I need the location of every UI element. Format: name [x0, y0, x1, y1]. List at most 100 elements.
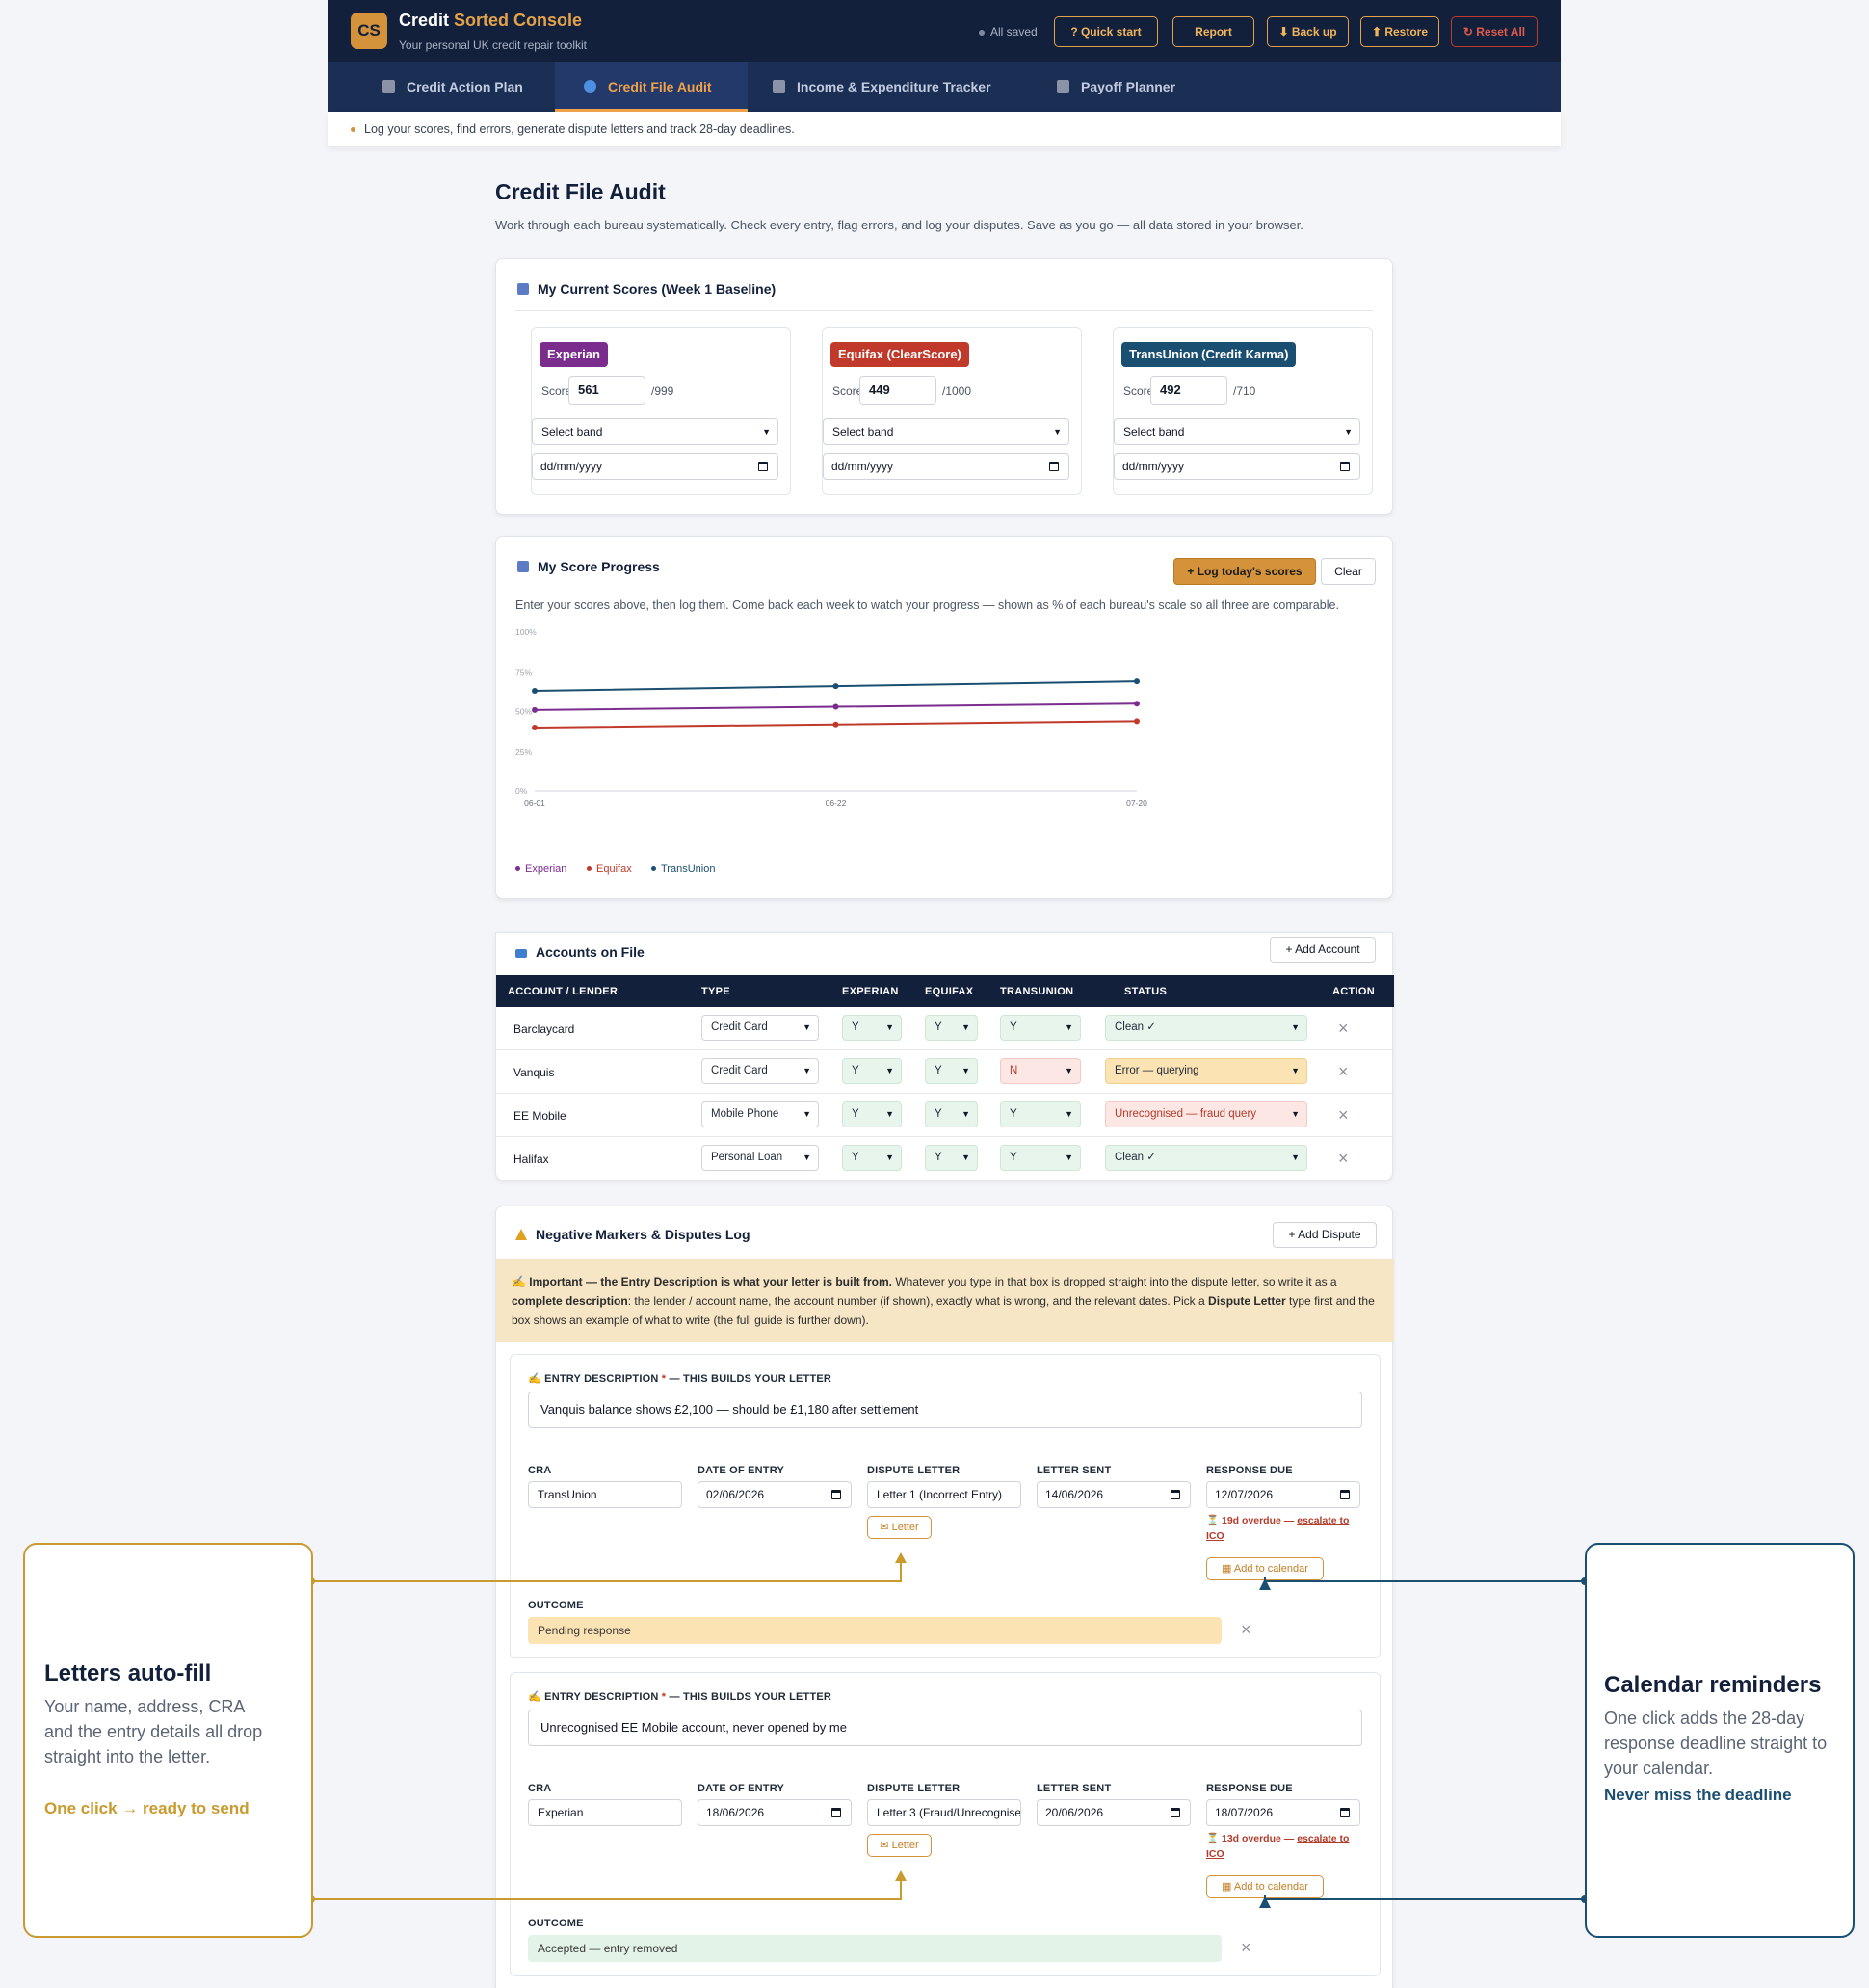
clear-chart-button[interactable]: Clear: [1321, 558, 1376, 585]
score-date-field[interactable]: dd/mm/yyyy: [1114, 453, 1360, 480]
entry-desc-label: ✍ ENTRY DESCRIPTION * — THIS BUILDS YOUR…: [528, 1372, 831, 1385]
letter-button[interactable]: ✉ Letter: [867, 1516, 932, 1539]
delete-entry-icon[interactable]: ×: [1241, 1620, 1251, 1639]
status-select[interactable]: Error — querying ▼: [1105, 1058, 1307, 1084]
type-select[interactable]: Personal Loan ▼: [701, 1145, 819, 1171]
transunion-select[interactable]: Y ▼: [1000, 1101, 1081, 1127]
score-date-field[interactable]: dd/mm/yyyy: [823, 453, 1069, 480]
equifax-select[interactable]: Y ▼: [925, 1015, 978, 1041]
band-select[interactable]: Select band ▼: [532, 418, 778, 445]
bureau-badge: Equifax (ClearScore): [830, 342, 969, 367]
date-entry-field[interactable]: 18/06/2026: [698, 1799, 852, 1826]
tab-label: Credit Action Plan: [407, 79, 523, 94]
score-input[interactable]: 449: [859, 376, 936, 405]
delete-row-icon[interactable]: ×: [1338, 1105, 1349, 1125]
main-tabs: Credit Action Plan Credit File Audit Inc…: [328, 62, 1561, 112]
tab-payoff-planner[interactable]: Payoff Planner: [1057, 62, 1201, 112]
scores-title: My Current Scores (Week 1 Baseline): [517, 281, 776, 297]
col-header: EXPERIAN: [842, 986, 899, 997]
type-value: Mobile Phone: [711, 1108, 779, 1120]
equifax-value: Y: [934, 1065, 942, 1076]
transunion-value: Y: [1010, 1108, 1017, 1120]
experian-value: Y: [852, 1065, 859, 1076]
delete-row-icon[interactable]: ×: [1338, 1062, 1349, 1081]
letter-sent-field[interactable]: 14/06/2026: [1037, 1481, 1191, 1508]
experian-select[interactable]: Y ▼: [842, 1101, 902, 1127]
quick-start-button[interactable]: ? Quick start: [1054, 16, 1158, 47]
equifax-select[interactable]: Y ▼: [925, 1101, 978, 1127]
score-label: Score:: [1123, 384, 1157, 398]
dispute-letter-label: DISPUTE LETTER: [867, 1783, 961, 1794]
score-input[interactable]: 492: [1150, 376, 1227, 405]
col-header: STATUS: [1124, 986, 1168, 997]
status-select[interactable]: Clean ✓ ▼: [1105, 1145, 1307, 1171]
experian-select[interactable]: Y ▼: [842, 1015, 902, 1041]
disputes-card: Negative Markers & Disputes Log + Add Di…: [495, 1206, 1394, 1988]
equifax-select[interactable]: Y ▼: [925, 1145, 978, 1171]
callout-tagline: One click → ready to send: [44, 1799, 250, 1817]
accounts-table-header: ACCOUNT / LENDER TYPE EXPERIAN EQUIFAX T…: [496, 975, 1394, 1007]
band-select[interactable]: Select band ▼: [823, 418, 1069, 445]
letter-button[interactable]: ✉ Letter: [867, 1834, 932, 1857]
credit-card-icon: [515, 949, 527, 958]
dispute-letter-select[interactable]: Letter 1 (Incorrect Entry): [867, 1481, 1021, 1508]
transunion-select[interactable]: N ▼: [1000, 1058, 1081, 1084]
bureau-badge: Experian: [540, 342, 608, 367]
transunion-select[interactable]: Y ▼: [1000, 1145, 1081, 1171]
transunion-select[interactable]: Y ▼: [1000, 1015, 1081, 1041]
callout-body: Your name, address, CRA and the entry de…: [44, 1697, 263, 1766]
response-due-label: RESPONSE DUE: [1206, 1465, 1293, 1476]
escalate-link[interactable]: escalate to ICO: [1206, 1515, 1350, 1542]
add-account-button[interactable]: + Add Account: [1270, 937, 1376, 963]
cra-input[interactable]: TransUnion: [528, 1481, 682, 1508]
cra-input[interactable]: Experian: [528, 1799, 682, 1826]
score-date-field[interactable]: dd/mm/yyyy: [532, 453, 778, 480]
response-due-field[interactable]: 12/07/2026: [1206, 1481, 1360, 1508]
band-select-value: Select band: [1123, 425, 1185, 438]
experian-select[interactable]: Y ▼: [842, 1058, 902, 1084]
outcome-select[interactable]: Pending response: [528, 1617, 1222, 1644]
delete-entry-icon[interactable]: ×: [1241, 1938, 1251, 1957]
tab-credit-action-plan[interactable]: Credit Action Plan: [382, 62, 527, 112]
cra-label: CRA: [528, 1783, 552, 1794]
reset-all-button[interactable]: ↻ Reset All: [1451, 16, 1538, 47]
type-select[interactable]: Credit Card ▼: [701, 1015, 819, 1041]
col-header: ACCOUNT / LENDER: [508, 986, 619, 997]
dispute-letter-select[interactable]: Letter 3 (Fraud/Unrecognised): [867, 1799, 1021, 1826]
type-select[interactable]: Mobile Phone ▼: [701, 1101, 819, 1127]
score-input[interactable]: 561: [568, 376, 645, 405]
add-dispute-button[interactable]: + Add Dispute: [1273, 1222, 1377, 1248]
tab-income-expenditure[interactable]: Income & Expenditure Tracker: [773, 62, 1013, 112]
y-tick-label: 100%: [515, 627, 537, 637]
type-select[interactable]: Credit Card ▼: [701, 1058, 819, 1084]
delete-row-icon[interactable]: ×: [1338, 1019, 1349, 1038]
response-due-field[interactable]: 18/07/2026: [1206, 1799, 1360, 1826]
dispute-letter-label: DISPUTE LETTER: [867, 1465, 961, 1476]
date-placeholder: dd/mm/yyyy: [540, 460, 603, 473]
entry-description-input[interactable]: Vanquis balance shows £2,100 — should be…: [528, 1392, 1362, 1428]
restore-button[interactable]: ⬆ Restore: [1360, 16, 1439, 47]
delete-row-icon[interactable]: ×: [1338, 1149, 1349, 1168]
date-entry-field[interactable]: 02/06/2026: [698, 1481, 852, 1508]
entry-desc-label: ✍ ENTRY DESCRIPTION * — THIS BUILDS YOUR…: [528, 1690, 831, 1703]
hint-text: Log your scores, find errors, generate d…: [364, 122, 795, 136]
status-select[interactable]: Clean ✓ ▼: [1105, 1015, 1307, 1041]
band-select[interactable]: Select band ▼: [1114, 418, 1360, 445]
chevron-down-icon: ▼: [1053, 427, 1062, 437]
data-point-equifax: [832, 721, 839, 728]
chevron-down-icon: ▼: [885, 1066, 894, 1075]
entry-description-input[interactable]: Unrecognised EE Mobile account, never op…: [528, 1710, 1362, 1746]
report-button[interactable]: Report: [1172, 16, 1254, 47]
bureau-badge: TransUnion (Credit Karma): [1121, 342, 1297, 367]
experian-select[interactable]: Y ▼: [842, 1145, 902, 1171]
backup-button[interactable]: ⬇ Back up: [1267, 16, 1349, 47]
status-select[interactable]: Unrecognised — fraud query ▼: [1105, 1101, 1307, 1127]
letter-sent-field[interactable]: 20/06/2026: [1037, 1799, 1191, 1826]
score-progress-chart: 0% 25% 50% 75% 100% 06-01 06-22 07-20: [515, 627, 1147, 808]
log-scores-button[interactable]: + Log today's scores: [1173, 558, 1316, 585]
outcome-select[interactable]: Accepted — entry removed: [528, 1935, 1222, 1962]
save-status-label: All saved: [990, 25, 1038, 39]
equifax-select[interactable]: Y ▼: [925, 1058, 978, 1084]
escalate-link[interactable]: escalate to ICO: [1206, 1833, 1350, 1860]
tab-credit-file-audit[interactable]: Credit File Audit: [555, 62, 748, 112]
